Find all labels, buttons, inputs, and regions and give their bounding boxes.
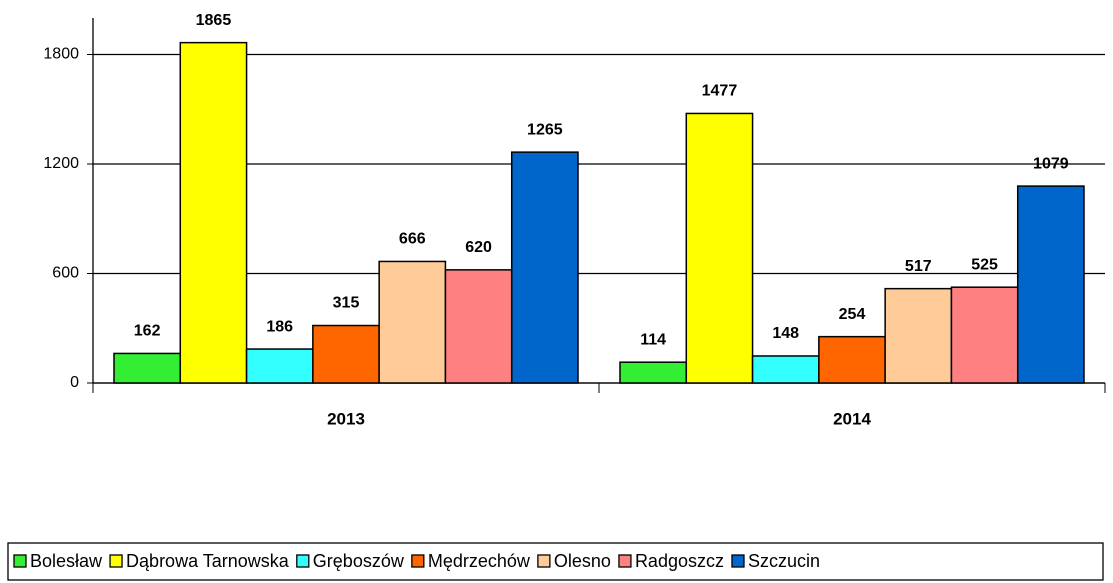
data-label: 114 (640, 331, 666, 348)
data-label: 517 (905, 258, 932, 275)
data-label: 666 (399, 231, 426, 248)
legend-swatch (296, 554, 310, 568)
bar (1016, 185, 1085, 384)
legend-swatch (618, 554, 632, 568)
data-label: 162 (134, 323, 161, 340)
bar (378, 260, 447, 384)
data-label: 1079 (1033, 155, 1069, 172)
legend-label: Olesno (554, 551, 611, 571)
y-tick-label: 1200 (43, 155, 79, 172)
legend-box (7, 542, 1104, 581)
data-label: 186 (266, 318, 293, 335)
bar (619, 361, 688, 384)
bar (444, 269, 513, 384)
bar (245, 348, 314, 384)
bar (179, 41, 248, 384)
legend-label: Gręboszów (313, 551, 405, 571)
data-label: 148 (772, 325, 799, 342)
bar (950, 286, 1019, 384)
data-label: 315 (333, 295, 360, 312)
bar (510, 151, 579, 384)
data-label: 1265 (527, 121, 563, 138)
bar (751, 355, 820, 384)
y-tick-label: 1800 (43, 46, 79, 63)
bar (818, 335, 886, 384)
bar (685, 112, 754, 384)
y-tick-label: 0 (70, 374, 79, 391)
legend-label: Radgoszcz (635, 551, 724, 571)
data-label: 1477 (702, 83, 738, 100)
legend-swatch (13, 554, 27, 568)
data-label: 1865 (196, 12, 232, 29)
legend-label: Szczucin (748, 551, 820, 571)
legend-label: Dąbrowa Tarnowska (126, 551, 290, 571)
legend-swatch (411, 554, 425, 568)
y-tick-label: 600 (52, 265, 79, 282)
legend-label: Bolesław (30, 551, 103, 571)
data-label: 620 (465, 239, 492, 256)
legend-swatch (537, 554, 551, 568)
bar (113, 352, 182, 384)
legend-swatch (731, 554, 745, 568)
legend-label: Mędrzechów (428, 551, 531, 571)
data-label: 525 (971, 256, 998, 273)
bar (884, 287, 953, 384)
x-tick-label: 2014 (833, 409, 871, 428)
bar (312, 324, 380, 384)
legend-swatch (109, 554, 123, 568)
data-label: 254 (839, 306, 866, 323)
x-tick-label: 2013 (327, 409, 365, 428)
